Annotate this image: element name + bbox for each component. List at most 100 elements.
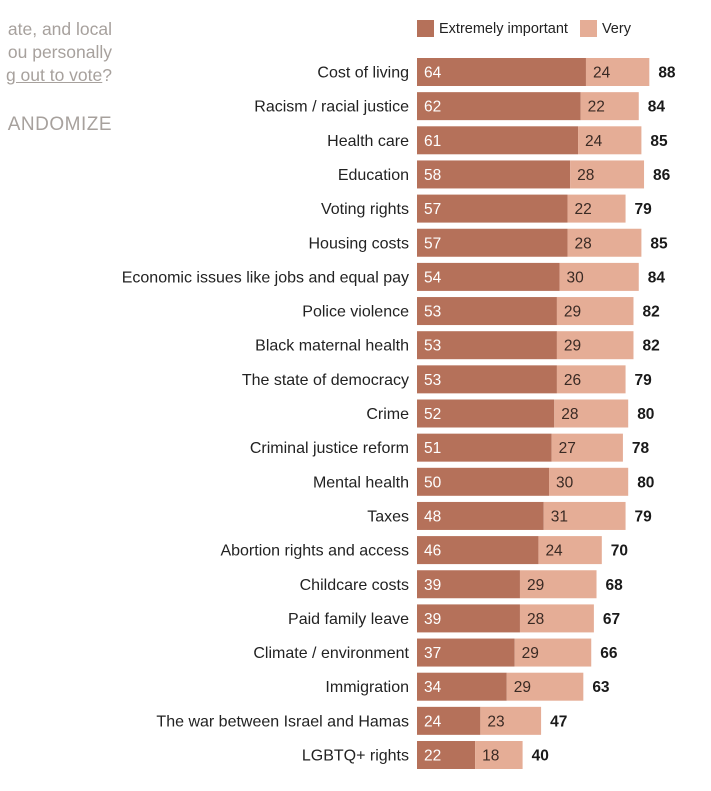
bar-extremely: [417, 58, 586, 86]
bar-very: [519, 570, 597, 599]
bar-row: Black maternal health 53 29 82: [255, 331, 660, 360]
bar-extremely: [417, 160, 571, 189]
randomize-label: ANDOMIZE: [0, 114, 112, 136]
value-label-extremely: 24: [424, 713, 442, 730]
value-label-extremely: 64: [424, 65, 442, 82]
bar-row: Taxes 48 31 79: [367, 501, 653, 530]
bar-extremely: [417, 467, 549, 496]
value-label-extremely: 62: [424, 99, 441, 116]
total-label: 80: [637, 474, 654, 491]
category-label: Housing costs: [309, 235, 410, 252]
category-label: Climate / environment: [253, 645, 409, 662]
value-label-extremely: 39: [424, 577, 441, 594]
value-label-extremely: 22: [424, 748, 441, 765]
bar-extremely: [417, 741, 476, 769]
category-label: LGBTQ+ rights: [302, 748, 409, 765]
bar-row: Abortion rights and access 46 24 70: [220, 536, 628, 565]
category-label: Economic issues like jobs and equal pay: [122, 269, 409, 286]
bar-extremely: [417, 604, 520, 633]
category-label: Criminal justice reform: [250, 440, 409, 457]
bar-extremely: [417, 297, 557, 326]
total-label: 86: [653, 167, 671, 184]
bar-very: [578, 126, 642, 155]
total-label: 84: [648, 99, 666, 116]
category-label: The war between Israel and Hamas: [156, 713, 409, 730]
value-label-very: 27: [559, 440, 576, 457]
total-label: 82: [642, 304, 659, 321]
bar-extremely: [417, 92, 581, 121]
bar-very: [567, 194, 626, 223]
category-label: Police violence: [302, 304, 409, 321]
value-label-very: 30: [556, 474, 574, 491]
total-label: 79: [635, 508, 653, 525]
total-label: 82: [642, 338, 659, 355]
category-label: Education: [338, 167, 409, 184]
total-label: 88: [658, 65, 676, 82]
bar-row: LGBTQ+ rights 22 18 40: [302, 741, 549, 769]
legend-item-very: Very: [579, 20, 631, 37]
bar-very: [554, 399, 629, 428]
total-label: 70: [611, 543, 628, 560]
legend-label-very: Very: [601, 20, 631, 37]
value-label-extremely: 48: [424, 508, 441, 525]
value-label-extremely: 46: [424, 543, 441, 560]
bar-very: [567, 228, 642, 257]
bar-extremely: [417, 638, 515, 667]
value-label-extremely: 51: [424, 440, 441, 457]
legend-item-extremely: Extremely important: [417, 20, 568, 37]
value-label-extremely: 57: [424, 235, 441, 252]
bar-row: Crime 52 28 80: [366, 399, 654, 428]
bar-very: [543, 501, 626, 530]
value-label-extremely: 53: [424, 338, 441, 355]
bar-extremely: [417, 433, 552, 462]
total-label: 80: [637, 406, 654, 423]
value-label-very: 29: [527, 577, 544, 594]
bar-row: Health care 61 24 85: [327, 126, 668, 155]
value-label-very: 31: [551, 508, 568, 525]
question-link[interactable]: g out to vote: [5, 65, 103, 85]
value-label-extremely: 54: [424, 269, 442, 286]
value-label-extremely: 53: [424, 372, 441, 389]
bar-extremely: [417, 501, 544, 530]
bar-row: Immigration 34 29 63: [325, 672, 610, 701]
value-label-extremely: 57: [424, 201, 441, 218]
category-label: Abortion rights and access: [220, 543, 409, 560]
category-label: Crime: [366, 406, 409, 423]
bar-very: [519, 604, 594, 633]
question-line-1: ate, and local: [7, 19, 112, 39]
bar-row: Voting rights 57 22 79: [321, 194, 653, 223]
category-label: Racism / racial justice: [254, 99, 409, 116]
chart-legend: Extremely important Very: [417, 20, 643, 37]
value-label-very: 28: [561, 406, 578, 423]
bar-very: [480, 706, 542, 735]
bar-very: [551, 433, 623, 462]
total-label: 68: [606, 577, 624, 594]
total-label: 79: [635, 201, 653, 218]
value-label-very: 26: [564, 372, 581, 389]
category-label: Cost of living: [317, 65, 409, 82]
bar-very: [585, 58, 650, 86]
bar-row: Mental health 50 30 80: [313, 467, 654, 496]
value-label-very: 29: [522, 645, 539, 662]
value-label-very: 24: [545, 543, 563, 560]
bar-extremely: [417, 331, 557, 360]
value-label-extremely: 58: [424, 167, 441, 184]
question-line-3: g out to vote?: [0, 64, 112, 87]
bar-row: Criminal justice reform 51 27 78: [250, 433, 650, 462]
bar-row: Housing costs 57 28 85: [309, 228, 668, 257]
category-label: Voting rights: [321, 201, 409, 218]
bar-extremely: [417, 706, 481, 735]
bar-row: The state of democracy 53 26 79: [242, 365, 652, 394]
question-line-2: ou personally: [7, 42, 112, 62]
value-label-extremely: 53: [424, 304, 441, 321]
value-label-very: 22: [588, 99, 605, 116]
value-label-very: 18: [482, 748, 499, 765]
bar-very: [570, 160, 645, 189]
bar-row: Climate / environment 37 29 66: [253, 638, 618, 667]
category-label: Immigration: [325, 679, 409, 696]
value-label-very: 28: [527, 611, 544, 628]
bar-extremely: [417, 126, 579, 155]
bar-extremely: [417, 262, 560, 291]
value-label-very: 23: [487, 713, 504, 730]
